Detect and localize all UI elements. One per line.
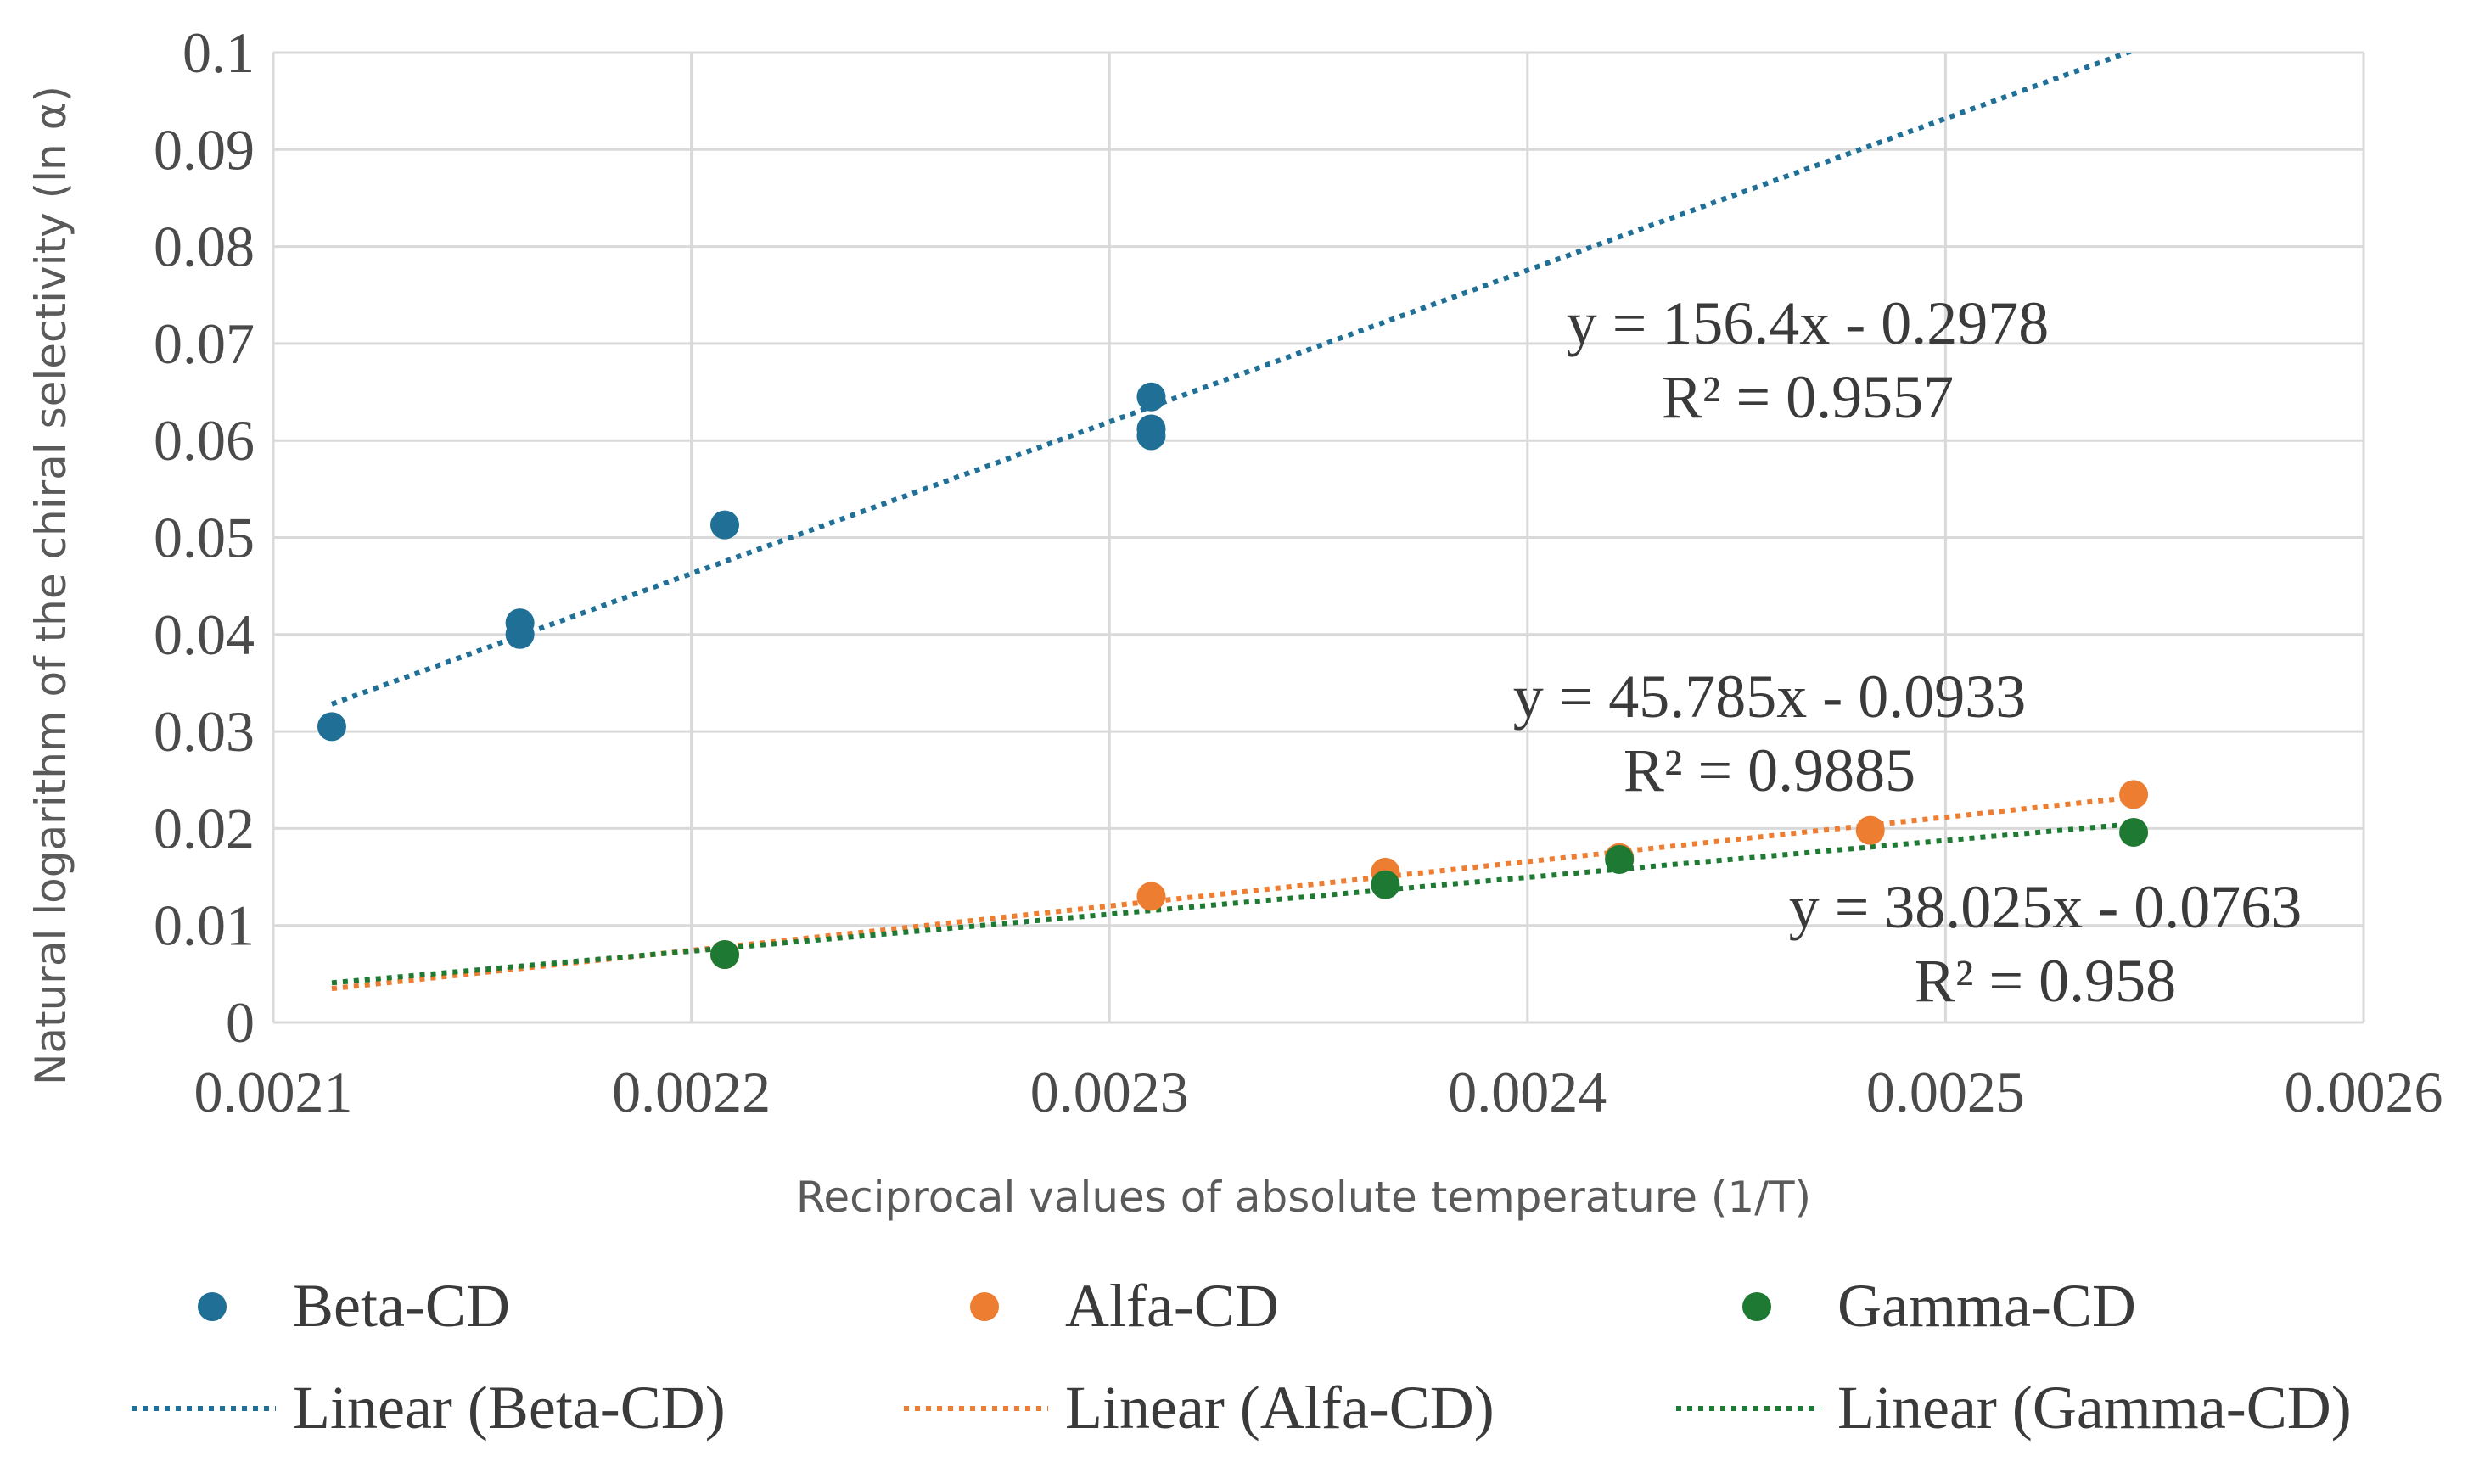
y-tick-label: 0.09 — [154, 117, 255, 182]
x-tick-label: 0.0026 — [2285, 1060, 2443, 1124]
y-tick-label: 0 — [226, 990, 255, 1055]
x-tick-label: 0.0022 — [612, 1060, 771, 1124]
tick-label-layer: 0 0.01 0.02 0.03 0.04 0.05 0.06 0.07 0.08 0.09 0.1… — [154, 20, 2443, 1124]
data-point-beta-cd — [1136, 421, 1166, 451]
beta-r2: R² = 0.9557 — [1662, 363, 1954, 431]
data-point-beta-cd — [505, 619, 535, 649]
legend-marker-beta-cd — [198, 1292, 227, 1321]
gamma-equation: y = 38.025x - 0.0763 — [1789, 873, 2302, 941]
data-point-gamma-cd — [2119, 817, 2149, 847]
data-point-alfa-cd — [2119, 780, 2149, 809]
x-tick-label: 0.0024 — [1448, 1060, 1607, 1124]
trendline-equation-layer: y = 156.4x - 0.2978 R² = 0.9557 y = 45.7… — [1513, 289, 2302, 1015]
alfa-r2: R² = 0.9885 — [1624, 736, 1915, 804]
legend-item-linear-beta-cd: Linear (Beta-CD) — [132, 1374, 726, 1442]
legend-label-linear-gamma-cd: Linear (Gamma-CD) — [1837, 1374, 2352, 1442]
legend-label-gamma-cd: Gamma-CD — [1837, 1272, 2136, 1340]
trendline-gamma-cd — [331, 820, 2134, 986]
gamma-r2: R² = 0.958 — [1915, 947, 2176, 1015]
data-point-gamma-cd — [1605, 844, 1635, 874]
y-tick-label: 0.06 — [154, 408, 255, 473]
data-point-alfa-cd — [1136, 882, 1166, 911]
alfa-equation: y = 45.785x - 0.0933 — [1513, 663, 2027, 731]
legend-label-beta-cd: Beta-CD — [293, 1272, 510, 1340]
beta-equation: y = 156.4x - 0.2978 — [1567, 289, 2050, 357]
legend-item-linear-gamma-cd: Linear (Gamma-CD) — [1676, 1374, 2352, 1442]
x-tick-label: 0.0021 — [194, 1060, 353, 1124]
grid-layer — [272, 51, 2365, 1024]
legend-marker-alfa-cd — [970, 1292, 999, 1321]
data-point-gamma-cd — [1371, 870, 1400, 899]
y-tick-label: 0.07 — [154, 311, 255, 376]
y-tick-label: 0.1 — [182, 20, 255, 85]
legend-item-gamma-cd: Gamma-CD — [1742, 1272, 2136, 1340]
legend-label-linear-alfa-cd: Linear (Alfa-CD) — [1065, 1374, 1495, 1442]
legend-label-linear-beta-cd: Linear (Beta-CD) — [293, 1374, 726, 1442]
x-tick-label: 0.0023 — [1030, 1060, 1189, 1124]
data-point-gamma-cd — [710, 939, 740, 969]
data-point-beta-cd — [1136, 382, 1166, 412]
y-tick-label: 0.02 — [154, 796, 255, 860]
data-point-beta-cd — [710, 510, 740, 540]
data-point-beta-cd — [317, 712, 346, 742]
y-tick-label: 0.01 — [154, 893, 255, 958]
y-tick-label: 0.04 — [154, 602, 255, 667]
y-tick-label: 0.08 — [154, 215, 255, 279]
trendline-layer — [330, 53, 2135, 992]
x-axis-title: Reciprocal values of absolute temperatur… — [796, 1173, 1811, 1222]
legend-item-beta-cd: Beta-CD — [198, 1272, 510, 1340]
y-tick-label: 0.03 — [154, 699, 255, 764]
y-axis-title: Natural logarithm of the chiral selectiv… — [26, 86, 76, 1085]
legend-marker-gamma-cd — [1742, 1292, 1771, 1321]
x-tick-label: 0.0025 — [1866, 1060, 2025, 1124]
legend-item-linear-alfa-cd: Linear (Alfa-CD) — [904, 1374, 1495, 1442]
y-tick-label: 0.05 — [154, 506, 255, 570]
legend-label-alfa-cd: Alfa-CD — [1065, 1272, 1279, 1340]
data-point-layer — [317, 382, 2149, 969]
legend: Beta-CD Alfa-CD Gamma-CD Linear (Beta-CD… — [132, 1272, 2352, 1442]
legend-item-alfa-cd: Alfa-CD — [970, 1272, 1279, 1340]
data-point-alfa-cd — [1855, 815, 1885, 845]
